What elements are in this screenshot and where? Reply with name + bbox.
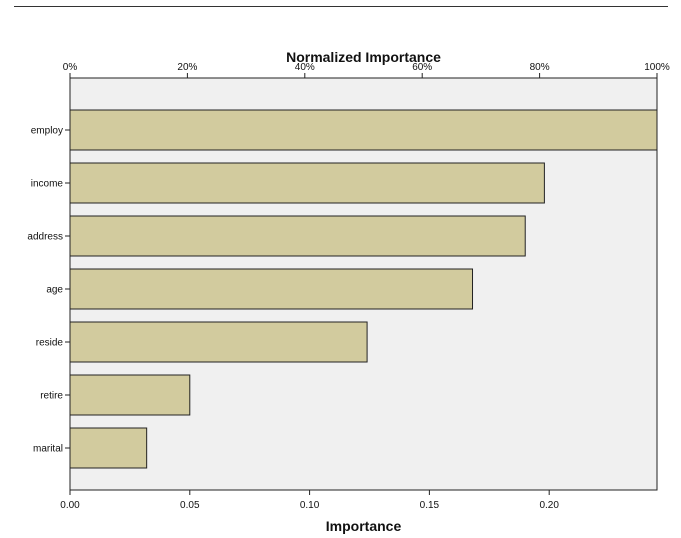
category-label-employ: employ (31, 126, 63, 137)
bottom-axis: 0.00 0.05 0.10 0.15 0.20 (60, 490, 559, 511)
top-rule (14, 6, 668, 7)
bottom-tick-label: 0.00 (60, 500, 80, 511)
top-tick-label: 60% (412, 62, 432, 73)
bottom-tick-label: 0.20 (539, 500, 559, 511)
bar-marital (69, 427, 148, 469)
category-label-age: age (46, 285, 63, 296)
bottom-tick-label: 0.15 (420, 500, 440, 511)
bars-group (69, 109, 658, 469)
category-label-retire: retire (40, 391, 63, 402)
top-tick-label: 0% (63, 62, 78, 73)
bar-income (69, 162, 545, 204)
top-tick-label: 80% (530, 62, 550, 73)
bottom-tick-label: 0.05 (180, 500, 200, 511)
top-tick-label: 20% (177, 62, 197, 73)
category-label-marital: marital (33, 444, 63, 455)
bar-retire (69, 374, 191, 416)
x-axis-title: Importance (326, 518, 402, 534)
category-axis: employ income address age reside retire marita… (27, 126, 70, 455)
category-label-reside: reside (36, 338, 64, 349)
top-axis: 0% 20% 40% 60% 80% 100% (63, 62, 670, 78)
bottom-tick-label: 0.10 (300, 500, 320, 511)
bar-employ (69, 109, 658, 151)
category-label-address: address (27, 232, 63, 243)
category-label-income: income (31, 179, 64, 190)
bar-reside (69, 321, 368, 363)
top-tick-label: 40% (295, 62, 315, 73)
bar-age (69, 268, 474, 310)
top-tick-label: 100% (644, 62, 670, 73)
chart-title: Normalized Importance (286, 49, 441, 65)
bar-address (69, 215, 526, 257)
